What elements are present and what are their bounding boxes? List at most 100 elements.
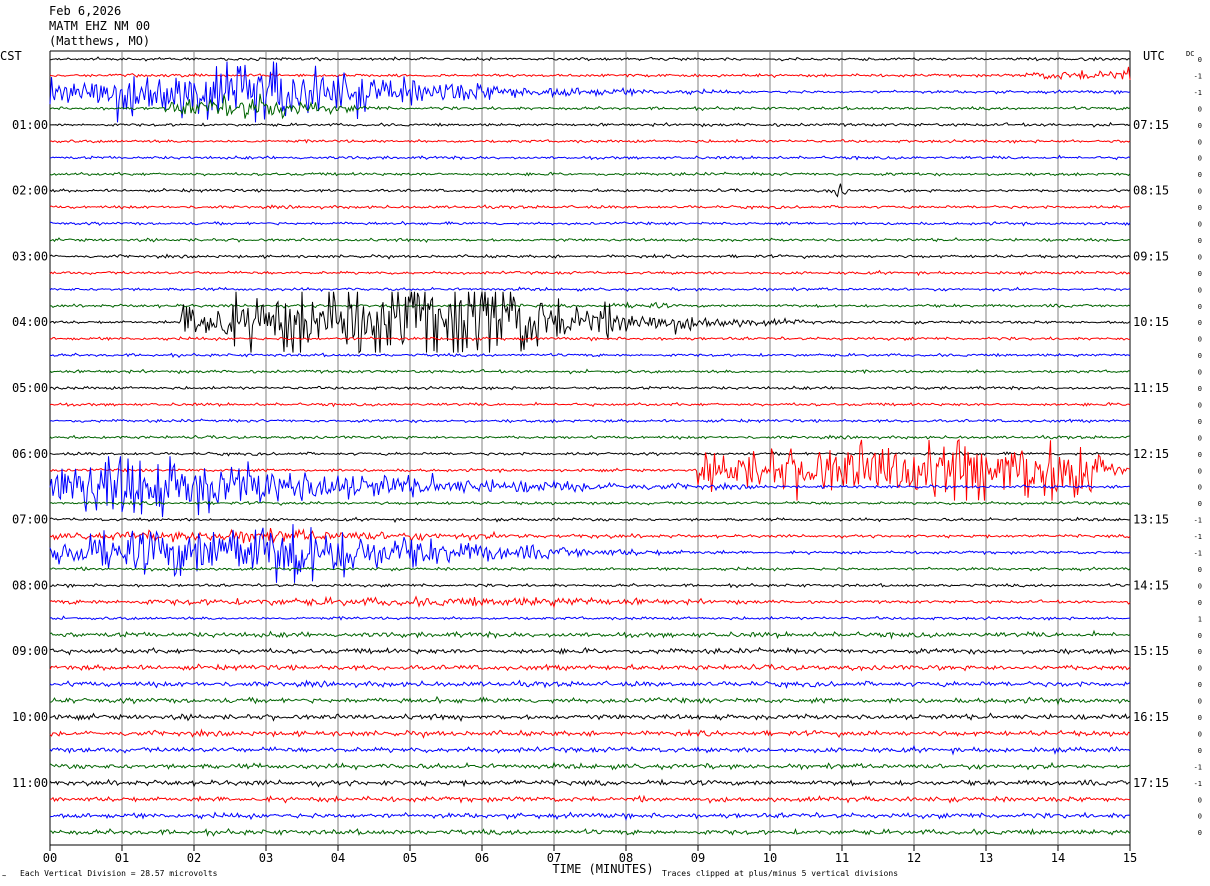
seismic-trace-line	[49, 418, 1131, 424]
x-tick-label: 11	[835, 851, 849, 865]
dc-offset-label: 0	[1198, 599, 1202, 607]
dc-offset-label: 0	[1198, 484, 1202, 492]
seismic-trace-line	[49, 154, 1131, 161]
x-tick-label: 09	[691, 851, 705, 865]
dc-offset-label: 0	[1198, 188, 1202, 196]
dc-offset-label: 0	[1198, 303, 1202, 311]
seismic-trace-line	[49, 695, 1131, 706]
x-tick-label: 00	[43, 851, 57, 865]
x-tick-label: 04	[331, 851, 345, 865]
x-tick-label: 01	[115, 851, 129, 865]
label-layer: 00 01 02 03 04 05 06 07 08 09 10 11 12 13 14 150-1-1000…	[0, 49, 1202, 880]
dc-offset-label: 0	[1198, 500, 1202, 508]
seismic-trace-line	[49, 712, 1131, 723]
dc-offset-label: 0	[1198, 681, 1202, 689]
seismic-trace-line	[49, 615, 1131, 621]
seismic-trace-line	[49, 183, 1131, 198]
header-date: Feb 6,2026	[49, 4, 122, 18]
dc-offset-label: 0	[1198, 829, 1202, 837]
dc-offset-label: 0	[1198, 138, 1202, 146]
seismic-trace-line	[49, 253, 1131, 260]
seismic-trace-line	[49, 237, 1131, 243]
seismic-trace-line	[49, 524, 1131, 583]
dc-offset-label: 0	[1198, 336, 1202, 344]
dc-offset-label: -1	[1194, 763, 1202, 771]
x-tick-label: 06	[475, 851, 489, 865]
x-tick-label: 10	[763, 851, 777, 865]
seismic-trace-line	[50, 121, 1131, 128]
seismic-trace-line	[49, 220, 1131, 227]
seismic-trace-line	[49, 438, 1131, 501]
right-hour-label: 16:15	[1133, 710, 1169, 724]
left-hour-label: 06:00	[12, 447, 48, 461]
dc-offset-label: 0	[1198, 352, 1202, 360]
seismic-trace-line	[49, 291, 1131, 354]
seismic-trace-line	[49, 629, 1131, 640]
dc-offset-label: 0	[1198, 204, 1202, 212]
seismic-trace-line	[49, 434, 1131, 440]
seismic-trace-line	[49, 744, 1131, 756]
seismic-trace-line	[49, 761, 1131, 771]
x-tick-label: 03	[259, 851, 273, 865]
seismic-trace-line	[49, 61, 1131, 123]
dc-offset-label: 0	[1198, 155, 1202, 163]
dc-offset-label: -1	[1194, 89, 1202, 97]
dc-offset-label: 0	[1198, 467, 1202, 475]
seismic-trace-line	[49, 171, 1131, 177]
right-hour-label: 10:15	[1133, 315, 1169, 329]
left-hour-label: 10:00	[12, 710, 48, 724]
dc-offset-label: 0	[1198, 237, 1202, 245]
left-hour-label: 09:00	[12, 644, 48, 658]
dc-offset-label: -1	[1194, 550, 1202, 558]
seismic-trace-line	[49, 336, 1131, 342]
dc-offset-label: 0	[1198, 434, 1202, 442]
left-hour-label: 04:00	[12, 315, 48, 329]
dc-offset-label: 0	[1198, 369, 1202, 377]
seismic-trace-line	[49, 352, 1131, 358]
seismic-trace-line	[49, 56, 1131, 62]
seismic-trace-line	[49, 527, 1131, 544]
right-hour-label: 11:15	[1133, 381, 1169, 395]
seismic-trace-line	[49, 138, 1131, 144]
right-hour-label: 17:15	[1133, 776, 1169, 790]
dc-offset-label: 0	[1198, 253, 1202, 261]
seismic-trace-line	[49, 663, 1131, 672]
footer-clip-note: Traces clipped at plus/minus 5 vertical …	[662, 869, 898, 878]
x-axis-title: TIME (MINUTES)	[552, 862, 653, 876]
right-hour-label: 09:15	[1133, 249, 1169, 263]
left-hour-label: 02:00	[12, 184, 48, 198]
seismic-trace-line	[49, 794, 1130, 804]
seismic-trace-line	[49, 269, 1131, 277]
seismic-trace-line	[49, 728, 1131, 739]
seismic-trace-line	[49, 646, 1131, 656]
dc-offset-label: 0	[1198, 221, 1202, 229]
right-hour-label: 14:15	[1133, 578, 1169, 592]
dc-offset-label: 0	[1198, 56, 1202, 64]
dc-offset-label: 0	[1198, 813, 1202, 821]
dc-offset-label: 1	[1198, 615, 1202, 623]
dc-offset-label: -1	[1194, 780, 1202, 788]
dc-offset-label: 0	[1198, 451, 1202, 459]
corner-mark: ~	[2, 872, 6, 880]
dc-offset-label: 0	[1198, 171, 1202, 179]
left-hour-label: 07:00	[12, 513, 48, 527]
x-tick-label: 13	[979, 851, 993, 865]
dc-offset-label: 0	[1198, 730, 1202, 738]
seismic-trace-line	[49, 368, 1131, 375]
dc-offset-label: 0	[1198, 286, 1202, 294]
x-tick-label: 05	[403, 851, 417, 865]
seismic-trace-line	[49, 451, 1131, 457]
x-tick-label: 08	[619, 851, 633, 865]
right-hour-label: 13:15	[1133, 513, 1169, 527]
dc-offset-label: 0	[1198, 648, 1202, 656]
seismic-trace-line	[49, 66, 1131, 81]
seismic-trace-line	[49, 401, 1131, 408]
header-station: MATM EHZ NM 00	[49, 19, 151, 33]
dc-offset-label: 0	[1198, 122, 1202, 130]
left-hour-label: 11:00	[12, 776, 48, 790]
seismic-trace-line	[49, 566, 1131, 572]
dc-offset-label: 0	[1198, 105, 1202, 113]
dc-offset-label: 0	[1198, 319, 1202, 327]
seismic-trace-line	[49, 385, 1131, 391]
